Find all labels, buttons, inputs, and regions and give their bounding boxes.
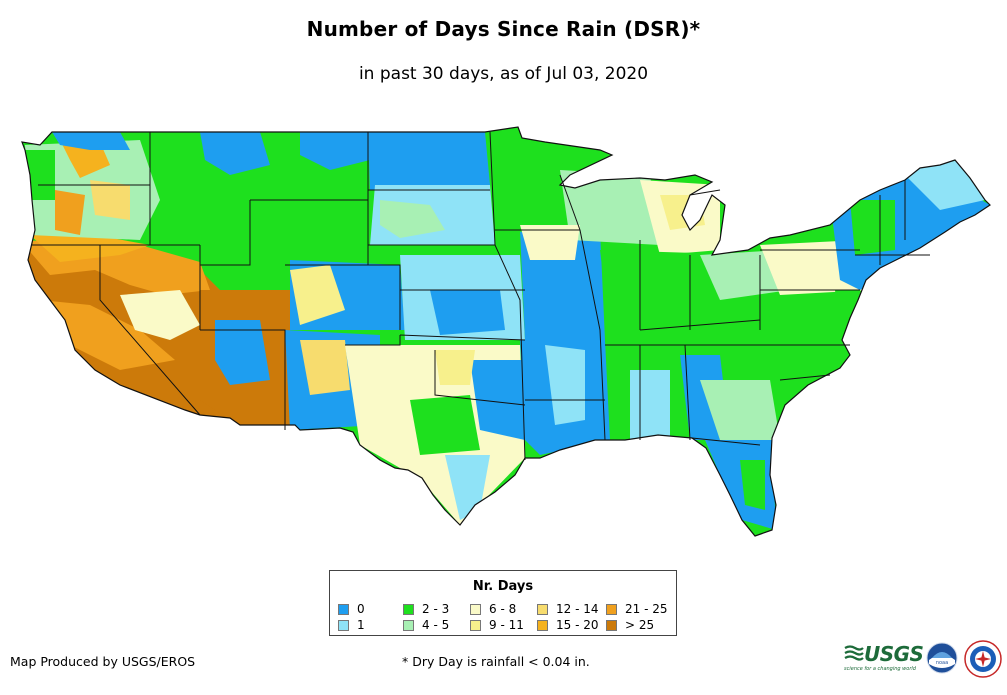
legend-label-15-20: 15 - 20	[556, 618, 599, 632]
legend-item-12-14: 12 - 14	[537, 602, 599, 616]
region-ms-1	[630, 370, 670, 440]
region-mt-0	[200, 132, 270, 175]
border-al-ga	[684, 344, 691, 441]
region-ar-1	[545, 345, 585, 425]
border-wi-west	[559, 174, 581, 231]
region-fl-2-3	[740, 460, 765, 510]
legend-label-12-14: 12 - 14	[556, 602, 599, 616]
legend-item-15-20: 15 - 20	[537, 618, 599, 632]
legend-label-21-25: 21 - 25	[625, 602, 668, 616]
border-ok-tx	[434, 350, 526, 406]
state-borders	[21, 126, 991, 537]
region-mn-2-3	[490, 140, 570, 235]
region-nd-0	[368, 132, 490, 190]
legend-swatch-4-5	[403, 619, 414, 631]
border-ca-nv	[99, 245, 201, 416]
region-nevada-6-8	[120, 290, 200, 340]
border-mi-upper	[689, 189, 721, 196]
region-or-12-14	[90, 180, 130, 220]
border-mn-ia-mo	[489, 131, 526, 461]
region-co-west-9-11	[290, 265, 345, 325]
legend-item-0: 0	[338, 602, 365, 616]
legend-item-25plus: > 25	[606, 618, 654, 632]
region-ia-6-8	[520, 225, 580, 260]
legend-label-9-11: 9 - 11	[489, 618, 524, 632]
region-wa-north-0	[52, 132, 130, 150]
usgs-tagline: science for a changing world	[844, 666, 916, 672]
legend-item-2-3: 2 - 3	[403, 602, 449, 616]
region-wi-4-5	[560, 170, 660, 245]
legend-item-6-8: 6 - 8	[470, 602, 516, 616]
region-ga-4-5	[700, 380, 780, 440]
legend-label-2-3: 2 - 3	[422, 602, 450, 616]
legend-swatch-15-20	[537, 619, 548, 631]
legend-box: Nr. Days 0 1 2 - 3 4 - 5 6 - 8 9 - 11 12…	[329, 570, 677, 636]
legend-swatch-1	[338, 619, 349, 631]
legend-swatch-6-8	[470, 603, 481, 615]
legend-item-4-5: 4 - 5	[403, 618, 449, 632]
region-ny-2-3	[850, 200, 895, 255]
region-ks-0	[430, 290, 505, 335]
legend-swatch-12-14	[537, 603, 548, 615]
usgs-logo: USGS science for a changing world	[844, 642, 924, 672]
legend-swatch-0	[338, 603, 349, 615]
nws-logo-icon	[964, 640, 1002, 682]
footnote-text: * Dry Day is rainfall < 0.04 in.	[402, 654, 590, 669]
legend-item-1: 1	[338, 618, 365, 632]
border-ks-ok	[399, 334, 526, 341]
border-sc	[779, 374, 831, 381]
region-nm-12-14	[300, 340, 350, 395]
us-outline	[21, 126, 991, 537]
region-ca-21-25	[40, 300, 175, 370]
region-north-ca-15-20	[30, 235, 150, 262]
legend-label-0: 0	[357, 602, 365, 616]
border-az-nm	[200, 329, 286, 430]
border-ky-north	[639, 319, 761, 331]
region-tx-panhandle-9-11	[435, 350, 475, 385]
region-maine-1	[900, 160, 985, 210]
border-ut-north	[200, 200, 251, 266]
legend-label-25plus: > 25	[625, 618, 655, 632]
legend-title: Nr. Days	[472, 579, 534, 594]
border-mississippi	[579, 229, 606, 441]
map-subtitle: in past 30 days, as of Jul 03, 2020	[358, 64, 649, 84]
legend-swatch-21-25	[606, 603, 617, 615]
region-tx-east-0	[470, 360, 525, 440]
legend-label-4-5: 4 - 5	[422, 618, 450, 632]
legend-item-9-11: 9 - 11	[470, 618, 524, 632]
legend-label-1: 1	[357, 618, 365, 632]
region-coast-2-3	[25, 150, 55, 200]
region-tx-2-3	[410, 395, 480, 455]
region-or-21-25	[55, 190, 85, 235]
noaa-logo-icon: noaa	[926, 642, 958, 678]
region-wy-2-3	[250, 200, 370, 260]
usgs-logo-text: USGS	[864, 642, 924, 666]
map-title: Number of Days Since Rain (DSR)*	[306, 17, 701, 41]
region-sd-4-5	[380, 200, 445, 238]
legend-swatch-25plus	[606, 619, 617, 631]
usgs-wave-icon	[844, 645, 864, 661]
border-ok-panhandle	[345, 335, 401, 346]
credit-text: Map Produced by USGS/EROS	[10, 654, 196, 669]
svg-text:noaa: noaa	[936, 660, 948, 666]
region-az-0	[215, 320, 270, 385]
legend-item-21-25: 21 - 25	[606, 602, 668, 616]
region-mt-east-0	[300, 132, 370, 170]
legend-label-6-8: 6 - 8	[489, 602, 517, 616]
border-fl	[691, 437, 761, 446]
legend-swatch-2-3	[403, 603, 414, 615]
legend-swatch-9-11	[470, 619, 481, 631]
border-co	[285, 264, 401, 330]
